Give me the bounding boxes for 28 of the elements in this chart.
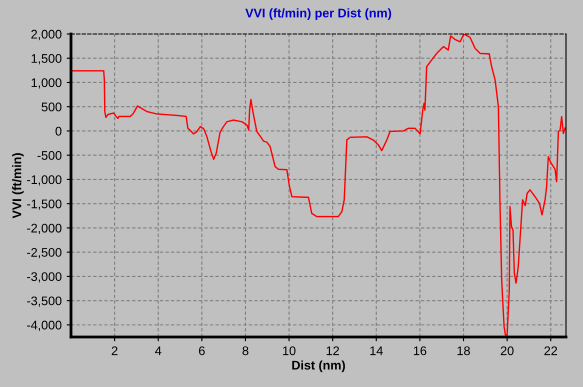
x-tick-label: 14: [370, 346, 383, 356]
y-tick-label: -1,500: [27, 199, 62, 210]
chart-title: VVI (ft/min) per Dist (nm): [245, 8, 392, 20]
y-tick-label: 2,000: [31, 30, 62, 40]
y-tick-label: -1,000: [27, 175, 62, 186]
x-tick-label: 22: [544, 346, 558, 356]
y-tick-label: -3,000: [27, 272, 62, 283]
y-tick-label: 0: [56, 126, 62, 136]
x-tick-label: 18: [458, 346, 470, 356]
y-tick-label: -3,500: [27, 296, 62, 307]
y-tick-label: -4,000: [27, 320, 62, 332]
y-axis-title: VVI (ft/min): [12, 153, 24, 218]
x-axis-title: Dist (nm): [292, 360, 345, 372]
y-tick-label: -500: [38, 151, 62, 160]
x-tick-label: 4: [155, 346, 162, 356]
x-tick-label: 8: [242, 346, 248, 356]
y-tick-label: -2,000: [27, 224, 62, 234]
y-tick-label: 1,000: [32, 78, 62, 89]
x-tick-label: 16: [414, 346, 426, 356]
y-tick-label: -2,500: [27, 248, 62, 258]
x-tick-label: 6: [198, 346, 205, 356]
x-tick-label: 12: [326, 346, 339, 356]
x-tick-label: 10: [283, 346, 296, 356]
x-tick-label: 20: [500, 346, 514, 356]
y-tick-label: 1,500: [32, 54, 62, 64]
y-tick-label: 500: [42, 102, 62, 112]
line-series: [71, 34, 566, 336]
x-tick-label: 2: [112, 346, 118, 356]
